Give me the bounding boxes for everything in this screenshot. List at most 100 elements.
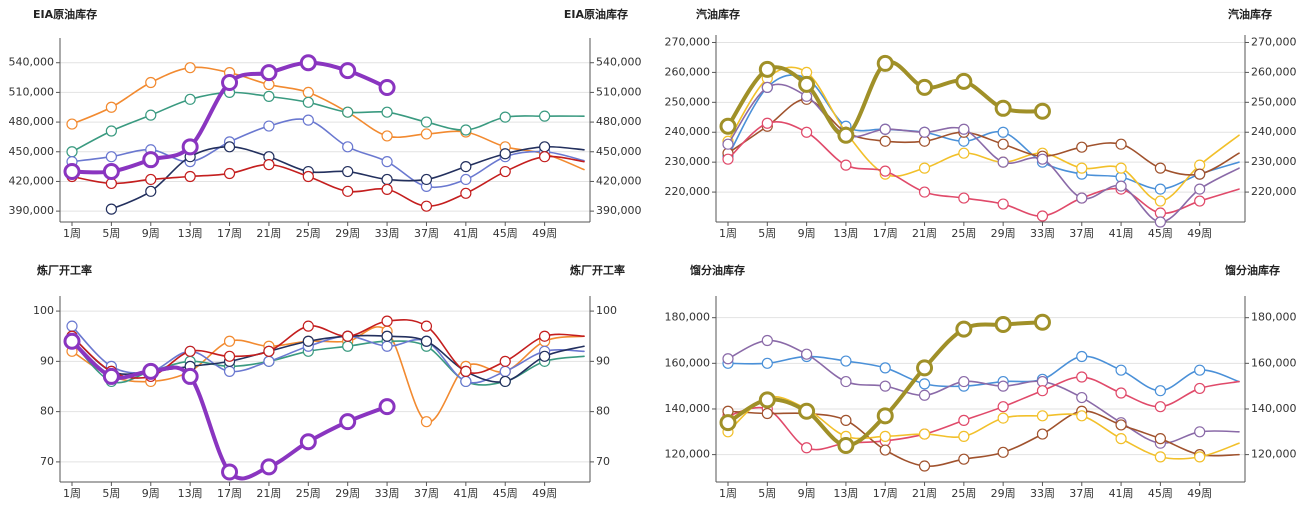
- point-marker: [66, 118, 78, 130]
- point-marker: [879, 430, 891, 442]
- point-marker: [105, 125, 117, 137]
- point-marker: [420, 335, 433, 347]
- point-marker: [1154, 216, 1166, 228]
- point-marker: [499, 148, 511, 160]
- point-marker: [381, 106, 393, 118]
- point-marker: [66, 146, 78, 158]
- point-marker: [499, 111, 511, 123]
- point-marker: [342, 165, 354, 178]
- x-tick-label: 5周: [758, 487, 776, 500]
- x-tick-label: 49周: [532, 487, 557, 500]
- y2-tick-label: 220,000: [1251, 185, 1297, 198]
- point-marker: [145, 76, 157, 89]
- point-marker: [1194, 382, 1206, 395]
- point-marker: [420, 128, 433, 140]
- x-tick-label: 29周: [991, 487, 1016, 500]
- x-tick-label: 1周: [63, 487, 81, 500]
- point-marker: [1194, 183, 1206, 195]
- x-tick-label: 41周: [1109, 487, 1134, 500]
- point-marker: [1036, 410, 1049, 422]
- point-marker: [758, 391, 776, 409]
- x-tick-label: 33周: [1030, 227, 1055, 240]
- point-marker: [263, 159, 275, 171]
- y2-tick-label: 180,000: [1251, 311, 1297, 324]
- y2-tick-label: 100: [596, 304, 617, 317]
- point-marker: [958, 453, 970, 465]
- x-tick-label: 41周: [1109, 227, 1134, 240]
- point-marker: [801, 442, 813, 454]
- point-marker: [997, 126, 1009, 138]
- y-tick-label: 450,000: [9, 145, 55, 158]
- point-marker: [381, 156, 393, 168]
- x-tick-label: 29周: [335, 227, 360, 240]
- point-marker: [1194, 364, 1206, 376]
- point-marker: [958, 414, 970, 426]
- point-marker: [1115, 162, 1127, 174]
- x-tick-label: 13周: [178, 487, 203, 500]
- point-marker: [840, 159, 852, 171]
- point-marker: [223, 365, 236, 378]
- x-tick-label: 49周: [1187, 227, 1212, 240]
- y2-tick-label: 140,000: [1251, 402, 1297, 415]
- point-marker: [420, 116, 433, 128]
- point-marker: [1115, 419, 1127, 431]
- point-marker: [758, 60, 776, 78]
- point-marker: [342, 185, 354, 197]
- point-marker: [263, 345, 275, 357]
- point-marker: [1115, 364, 1127, 376]
- point-marker: [719, 117, 737, 135]
- x-tick-label: 41周: [453, 487, 478, 500]
- x-tick-label: 45周: [1148, 487, 1173, 500]
- point-marker: [302, 170, 314, 183]
- series-line: [71, 326, 585, 423]
- point-marker: [1036, 210, 1049, 222]
- y2-tick-label: 540,000: [596, 56, 642, 69]
- point-marker: [381, 340, 393, 352]
- point-marker: [761, 81, 773, 93]
- point-marker: [997, 401, 1009, 413]
- point-marker: [302, 86, 314, 99]
- x-tick-label: 17周: [873, 487, 898, 500]
- point-marker: [997, 198, 1009, 210]
- x-tick-label: 33周: [375, 487, 400, 500]
- point-marker: [876, 407, 894, 425]
- chart-title: 炼厂开工率: [37, 263, 92, 277]
- point-marker: [1076, 371, 1088, 383]
- x-tick-label: 21周: [912, 487, 937, 500]
- y2-tick-label: 80: [596, 405, 610, 418]
- point-marker: [1194, 451, 1206, 463]
- point-marker: [499, 165, 511, 178]
- x-tick-label: 1周: [719, 227, 737, 240]
- x-tick-label: 29周: [991, 227, 1016, 240]
- x-tick-label: 25周: [296, 227, 321, 240]
- point-marker: [181, 138, 199, 156]
- point-marker: [102, 163, 120, 181]
- point-marker: [302, 96, 314, 108]
- point-marker: [916, 359, 934, 377]
- y-tick-label: 540,000: [9, 56, 55, 69]
- x-tick-label: 17周: [873, 227, 898, 240]
- point-marker: [798, 402, 816, 420]
- point-marker: [339, 62, 357, 80]
- point-marker: [840, 414, 852, 426]
- point-marker: [997, 138, 1009, 150]
- point-marker: [722, 353, 734, 365]
- point-marker: [955, 320, 973, 338]
- point-marker: [539, 151, 551, 163]
- point-marker: [1036, 375, 1049, 388]
- y2-tick-label: 510,000: [596, 85, 642, 98]
- y2-tick-label: 450,000: [596, 145, 642, 158]
- point-marker: [302, 320, 314, 332]
- point-marker: [378, 78, 396, 96]
- point-marker: [145, 173, 157, 186]
- point-marker: [840, 355, 852, 367]
- point-marker: [761, 117, 773, 129]
- y-tick-label: 420,000: [9, 174, 55, 187]
- point-marker: [263, 90, 275, 102]
- x-tick-label: 41周: [453, 227, 478, 240]
- point-marker: [184, 170, 196, 183]
- y-tick-label: 120,000: [665, 448, 711, 461]
- point-marker: [958, 430, 970, 442]
- x-tick-label: 17周: [217, 487, 242, 500]
- x-tick-label: 9周: [798, 487, 816, 500]
